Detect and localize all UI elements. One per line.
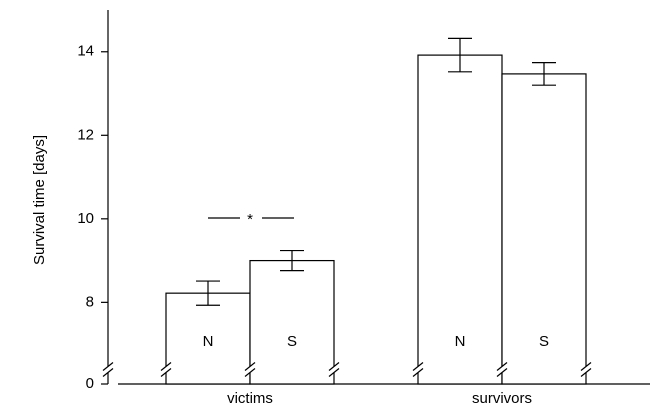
bar-break: [496, 368, 508, 377]
bar-label: N: [455, 333, 466, 350]
bar-break: [160, 362, 172, 371]
bar-break-gap: [161, 366, 171, 373]
bar-break: [328, 362, 340, 371]
bar-label: N: [203, 333, 214, 350]
error-bar: [196, 280, 220, 306]
axis-break: [102, 368, 114, 377]
x-tick-label: victims: [227, 390, 273, 407]
axis-break-gap: [103, 366, 113, 373]
y-tick-label: 0: [86, 375, 94, 392]
bar-break-gap: [581, 366, 591, 373]
bar-break: [412, 362, 424, 371]
bar-break: [496, 362, 508, 371]
y-axis-label: Survival time [days]: [31, 135, 48, 265]
axis-break: [102, 362, 114, 371]
error-bar: [448, 37, 472, 73]
bar-break: [580, 368, 592, 377]
bar-break-gap: [329, 366, 339, 373]
y-tick-label: 14: [77, 43, 94, 60]
y-tick-label: 10: [77, 210, 94, 227]
bar-break: [580, 362, 592, 371]
bar-break-gap: [413, 366, 423, 373]
bar-label: S: [539, 333, 549, 350]
bar-break: [328, 368, 340, 377]
bar: [165, 292, 251, 385]
bar-break: [412, 368, 424, 377]
bar: [249, 259, 335, 385]
bar-break-gap: [245, 366, 255, 373]
significance-marker: *: [247, 211, 253, 228]
bar-break: [160, 368, 172, 377]
error-bar: [280, 249, 304, 272]
bar-break: [244, 362, 256, 371]
error-bar: [532, 62, 556, 86]
y-tick-label: 8: [86, 293, 94, 310]
y-tick-label: 12: [77, 126, 94, 143]
x-tick-label: survivors: [472, 390, 532, 407]
bar-break: [244, 368, 256, 377]
bar-label: S: [287, 333, 297, 350]
bar-break-gap: [497, 366, 507, 373]
